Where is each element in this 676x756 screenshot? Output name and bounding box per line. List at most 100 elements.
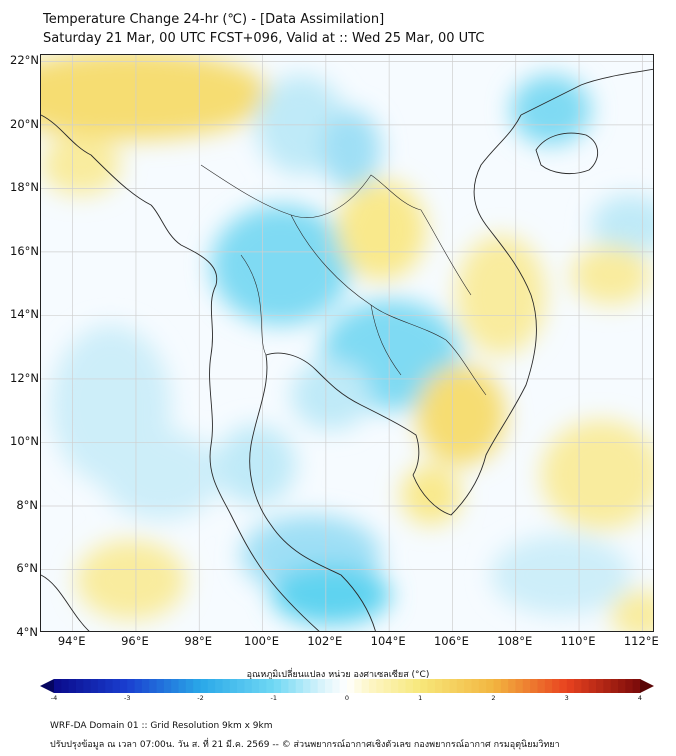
colorbar-bin (522, 679, 531, 693)
colorbar-bin (200, 679, 209, 693)
colorbar-bin (207, 679, 216, 693)
footer-update-info: ปรับปรุงข้อมูล ณ เวลา 07:00น. วัน ส. ที่… (50, 740, 560, 750)
colorbar-bin (317, 679, 326, 693)
colorbar-bin (449, 679, 458, 693)
colorbar-bin (442, 679, 451, 693)
colorbar-bin (544, 679, 553, 693)
longitude-label: 104°E (370, 634, 406, 648)
colorbar-tick-label: 3 (564, 694, 569, 702)
longitude-label: 94°E (57, 634, 86, 648)
colorbar-bin (251, 679, 260, 693)
longitude-label: 108°E (497, 634, 533, 648)
colorbar-bin (90, 679, 99, 693)
colorbar-bin (303, 679, 311, 693)
colorbar-bin (478, 679, 487, 693)
colorbar-bin (420, 679, 429, 693)
colorbar-bin (163, 679, 172, 693)
latitude-label: 6°N (16, 561, 38, 576)
colorbar-bin (156, 679, 165, 693)
colorbar-bin (83, 679, 92, 693)
latitude-label: 14°N (10, 307, 39, 322)
colorbar-bin (552, 679, 560, 693)
colorbar-bin (68, 679, 77, 693)
colorbar-bin (390, 679, 399, 693)
longitude-label: 96°E (121, 634, 149, 648)
colorbar-bin (398, 679, 407, 693)
latitude-label: 16°N (10, 243, 39, 258)
colorbar-bin (339, 679, 348, 693)
colorbar-tick-label: -4 (50, 694, 58, 702)
temperature-field (41, 55, 653, 631)
colorbar-tick-label: 0 (344, 694, 350, 702)
longitude-label: 112°E (623, 634, 659, 648)
colorbar-bin (75, 679, 84, 693)
colorbar-bin (625, 679, 634, 693)
colorbar-tick-label: -3 (124, 694, 131, 702)
longitude-label: 98°E (184, 634, 213, 648)
colorbar-bin (127, 679, 136, 693)
colorbar-bin (456, 679, 465, 693)
colorbar-bin (361, 679, 370, 693)
colorbar-bin (376, 679, 385, 693)
latitude-label: 10°N (10, 434, 39, 449)
colorbar-bin (281, 679, 289, 693)
colorbar-bin (222, 679, 231, 693)
colorbar-bin (105, 679, 114, 693)
colorbar-bin (332, 679, 341, 693)
longitude-label: 102°E (307, 634, 343, 648)
longitude-label: 106°E (433, 634, 469, 648)
latitude-label: 18°N (10, 180, 39, 195)
colorbar-bin (581, 679, 590, 693)
chart-subtitle: Saturday 21 Mar, 00 UTC FCST+096, Valid … (43, 31, 485, 46)
latitude-label: 22°N (10, 53, 39, 68)
colorbar-bin (530, 679, 538, 693)
colorbar-tick-label: 2 (491, 694, 496, 702)
latitude-label: 4°N (16, 625, 38, 639)
colorbar-bin (288, 679, 297, 693)
colorbar-bin (464, 679, 473, 693)
colorbar-bin (347, 679, 355, 693)
colorbar-bin (97, 679, 106, 693)
colorbar-bin (405, 679, 414, 693)
colorbar-bin (134, 679, 143, 693)
latitude-label: 12°N (10, 370, 39, 385)
longitude-label: 100°E (244, 634, 280, 648)
colorbar-bin (574, 679, 582, 693)
colorbar-tick-label: -1 (270, 694, 277, 702)
latitude-label: 20°N (10, 116, 39, 131)
map-panel[interactable] (40, 54, 654, 632)
colorbar-bin (618, 679, 626, 693)
latitude-label: 8°N (16, 497, 38, 512)
colorbar-bin (171, 679, 180, 693)
colorbar-bin (368, 679, 377, 693)
colorbar-bin (434, 679, 443, 693)
graticule (41, 55, 653, 631)
colorbar-bin (237, 679, 245, 693)
colorbar-bin (295, 679, 304, 693)
colorbar-bin (493, 679, 502, 693)
colorbar-bin (149, 679, 158, 693)
colorbar-bin (112, 679, 121, 693)
colorbar-bin (500, 679, 509, 693)
colorbar-min-arrow (40, 679, 54, 693)
temperature-change-map (41, 55, 653, 631)
colorbar-bin (229, 679, 238, 693)
colorbar (40, 679, 654, 693)
coastlines (41, 68, 653, 631)
colorbar-bin (54, 679, 62, 693)
footer-model-info: WRF-DA Domain 01 :: Grid Resolution 9km … (50, 721, 273, 731)
colorbar-tick-label: 4 (637, 694, 643, 702)
colorbar-bin (119, 679, 128, 693)
colorbar-bin (141, 679, 150, 693)
chart-title: Temperature Change 24-hr (℃) - [Data Ass… (43, 12, 385, 27)
colorbar-max-arrow (640, 679, 654, 693)
colorbar-bin (273, 679, 282, 693)
colorbar-bin (566, 679, 575, 693)
colorbar-bin (383, 679, 392, 693)
colorbar-bin (610, 679, 619, 693)
colorbar-bin (486, 679, 494, 693)
colorbar-bin (603, 679, 612, 693)
colorbar-tick-label: 1 (418, 694, 423, 702)
colorbar-bin (471, 679, 480, 693)
colorbar-bin (244, 679, 253, 693)
